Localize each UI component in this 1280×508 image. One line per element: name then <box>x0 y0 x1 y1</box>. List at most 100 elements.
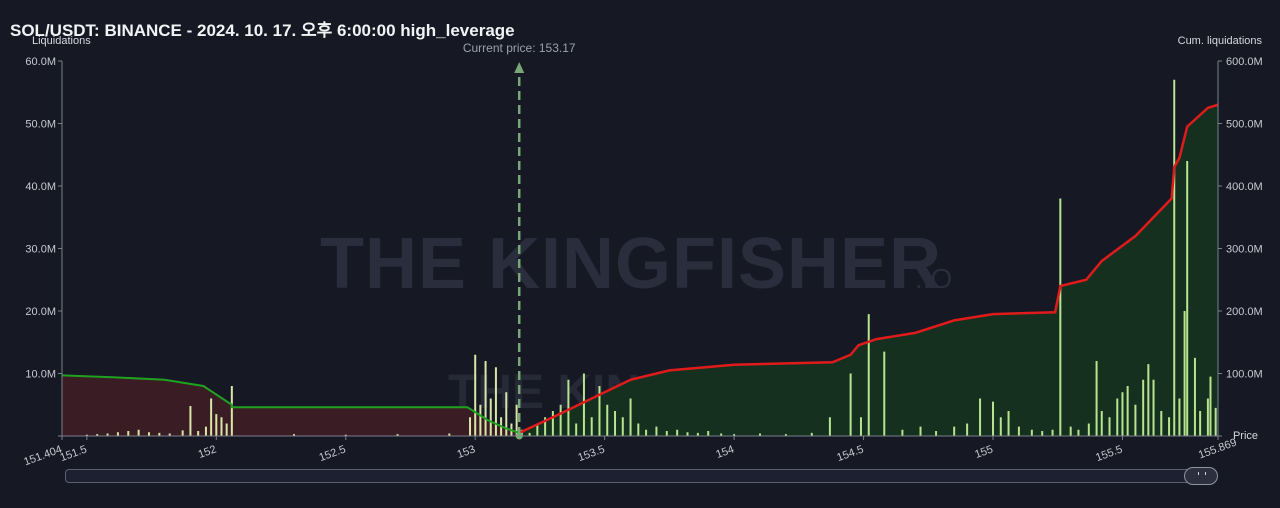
scrollbar-handle[interactable] <box>1184 467 1218 485</box>
liquidation-bar <box>1134 404 1137 436</box>
liquidation-bar <box>935 431 938 436</box>
liquidation-bar <box>1152 379 1155 436</box>
liquidation-bar <box>127 431 130 436</box>
liquidation-bar <box>116 432 119 436</box>
y-right-tick-label: 500.0M <box>1226 119 1263 131</box>
liquidation-bar <box>582 373 585 436</box>
liquidation-bar <box>469 417 472 436</box>
liquidation-bar <box>637 423 640 436</box>
liquidation-bar <box>1017 426 1020 436</box>
cumulative-lines <box>61 103 1219 435</box>
liquidation-bar <box>828 417 831 436</box>
liquidation-bar <box>992 401 995 436</box>
long-cum-line <box>518 103 1219 435</box>
liquidation-bar <box>966 423 969 436</box>
liquidation-bar <box>344 434 347 436</box>
y-right-tick-label: 100.0M <box>1226 369 1263 381</box>
liquidation-bar <box>720 433 723 436</box>
liquidation-bar <box>1178 398 1181 436</box>
liquidation-bar <box>614 411 617 436</box>
liquidation-bars <box>85 79 1217 436</box>
liquidation-bar <box>1199 411 1202 436</box>
liquidation-bar <box>1087 423 1090 436</box>
liquidation-bar <box>606 404 609 436</box>
liquidation-bar <box>1121 392 1124 436</box>
x-tick-label: 154 <box>714 443 735 461</box>
liquidation-bar <box>1214 407 1217 436</box>
liquidation-bar <box>590 417 593 436</box>
cumulative-fills <box>62 104 1218 436</box>
current-price-arrow <box>514 62 525 73</box>
liquidation-bar <box>189 406 192 436</box>
x-tick-label: 154.5 <box>835 443 865 464</box>
liquidation-bar <box>181 430 184 436</box>
liquidation-bar <box>1147 364 1150 436</box>
liquidation-bar <box>474 354 477 436</box>
liquidation-bar <box>215 414 218 436</box>
liquidation-bar <box>505 392 508 436</box>
liquidation-bar <box>1108 417 1111 436</box>
liquidation-bar <box>1077 429 1080 436</box>
liquidation-bar <box>1051 429 1054 436</box>
short-cum-fill <box>62 375 520 436</box>
liquidation-bar <box>901 429 904 436</box>
y-left-tick-label: 20.0M <box>25 306 56 318</box>
current-price-label: Current price: 153.17 <box>463 41 576 55</box>
liquidation-bar <box>1173 79 1176 436</box>
liquidation-bar <box>106 433 109 436</box>
liquidation-bar <box>448 433 451 436</box>
liquidation-bar <box>999 417 1002 436</box>
liquidation-bar <box>733 434 736 436</box>
liquidation-bar <box>1209 376 1212 436</box>
y-left-tick-label: 30.0M <box>25 244 56 256</box>
liquidation-bar <box>696 432 699 436</box>
liquidation-bar <box>621 417 624 436</box>
y-left-tick-label: 50.0M <box>25 119 56 131</box>
liquidation-bar <box>1142 379 1145 436</box>
range-scrollbar[interactable] <box>65 467 1218 485</box>
liquidation-bar <box>953 426 956 436</box>
liquidation-bar <box>197 431 200 436</box>
liquidation-bar <box>676 429 679 436</box>
liquidation-bar <box>1186 161 1189 436</box>
y-left-tick-label: 60.0M <box>25 56 56 68</box>
liquidation-bar <box>1206 398 1209 436</box>
current-price-marker: Current price: 153.17 <box>463 41 576 440</box>
liquidation-bar <box>567 379 570 436</box>
liquidation-bar <box>168 433 171 436</box>
liquidation-bar <box>686 432 689 436</box>
liquidation-bar <box>598 386 601 436</box>
liquidation-bar <box>1168 417 1171 436</box>
liquidation-bar <box>225 423 228 436</box>
liquidation-bar <box>230 386 233 436</box>
y-left-tick-label: 40.0M <box>25 181 56 193</box>
x-tick-label: 153.5 <box>576 443 606 464</box>
liquidation-bar <box>536 423 539 436</box>
liquidation-bar <box>292 434 295 436</box>
liquidation-bar <box>484 361 487 436</box>
liquidation-bar <box>919 426 922 436</box>
y-right-tick-label: 200.0M <box>1226 306 1263 318</box>
liquidation-bar <box>575 423 578 436</box>
y-right-tick-label: 600.0M <box>1226 56 1263 68</box>
y-right-tick-label: 400.0M <box>1226 181 1263 193</box>
y-left-tick-label: 10.0M <box>25 369 56 381</box>
y-right-tick-label: 300.0M <box>1226 244 1263 256</box>
liquidation-bar <box>85 434 88 436</box>
liquidation-bar <box>137 429 140 436</box>
liquidation-bar <box>96 434 99 436</box>
liquidation-bar <box>759 433 762 436</box>
liquidation-bar <box>655 426 658 436</box>
liquidation-bar <box>645 429 648 436</box>
liquidation-bar <box>1160 411 1163 436</box>
liquidation-bar <box>158 432 161 436</box>
y-left-axis-title: Liquidations <box>32 35 91 47</box>
liquidation-bar <box>489 398 492 436</box>
liquidation-bar <box>707 431 710 436</box>
liquidation-bar <box>629 398 632 436</box>
liquidation-bar <box>204 426 207 436</box>
liquidation-bar <box>1183 311 1186 436</box>
liquidation-bar <box>396 434 399 436</box>
liquidation-bar <box>1116 398 1119 436</box>
